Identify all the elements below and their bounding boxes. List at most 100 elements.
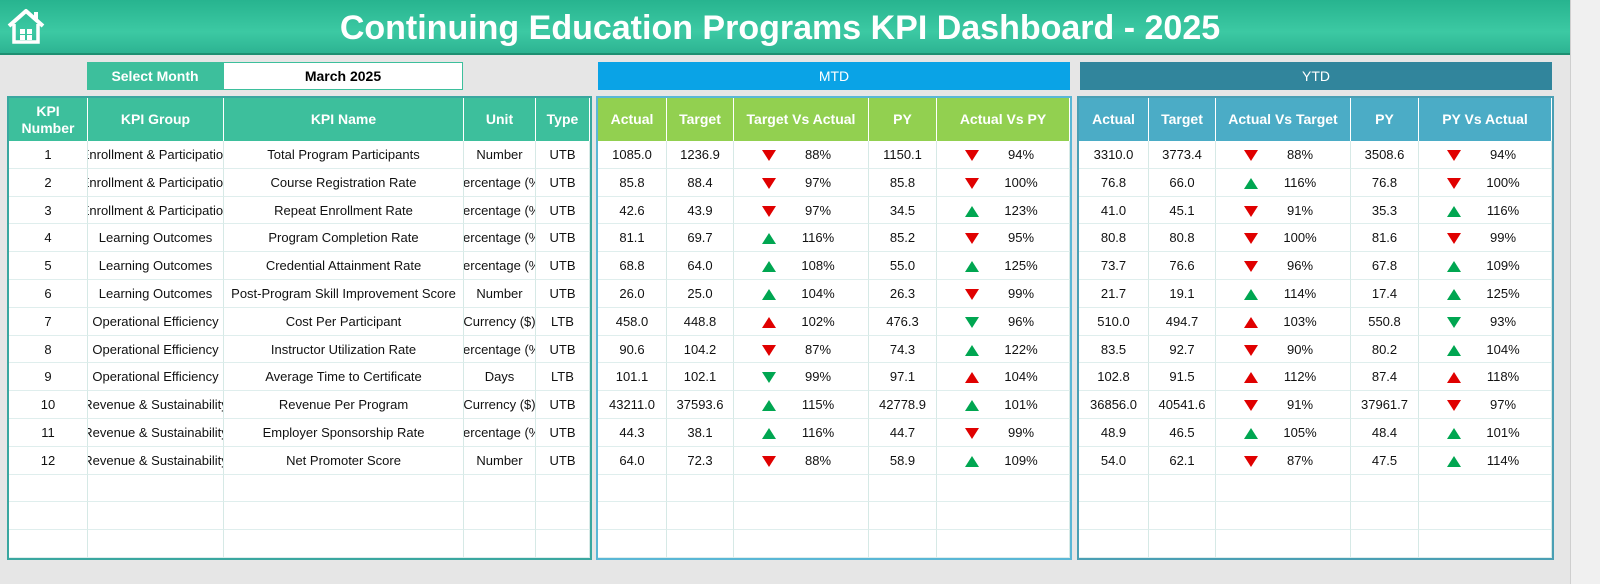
scrollbar[interactable] <box>1570 0 1600 584</box>
cell: 494.7 <box>1149 307 1216 336</box>
status-arrow <box>1244 344 1258 356</box>
percent-value: 94% <box>1489 147 1517 162</box>
empty-cell <box>9 502 88 531</box>
select-month-value[interactable]: March 2025 <box>223 62 463 90</box>
status-arrow <box>1447 261 1461 273</box>
cell: 76.6 <box>1149 252 1216 280</box>
empty-cell <box>937 530 1070 558</box>
percent-value: 87% <box>1286 452 1314 468</box>
cell: Percentage (%) <box>464 252 536 280</box>
cell: 85.8 <box>869 168 937 197</box>
cell: 37593.6 <box>667 391 734 419</box>
status-cell: 125% <box>1419 279 1552 308</box>
kpi-table: KPI Number KPI Group KPI Name Unit Type 1 Enro… <box>7 96 592 560</box>
cell: Operational Efficiency <box>88 307 224 336</box>
cell: 550.8 <box>1351 307 1419 336</box>
cell: 90.6 <box>598 335 667 364</box>
empty-cell <box>869 530 937 558</box>
status-arrow <box>1244 400 1258 412</box>
status-cell: 115% <box>734 391 869 419</box>
column-header: Target <box>667 98 734 141</box>
cell: Number <box>464 446 536 475</box>
percent-value: 100% <box>1283 230 1317 246</box>
column-header: Actual Vs PY <box>937 98 1070 141</box>
cell: 91.5 <box>1149 363 1216 392</box>
status-arrow <box>965 150 979 161</box>
table-row: 5 Learning Outcomes Credential Attainment … <box>9 252 590 280</box>
status-arrow <box>1244 261 1258 273</box>
empty-cell <box>1216 530 1351 558</box>
status-arrow <box>965 372 979 384</box>
status-arrow <box>762 372 776 384</box>
cell: 68.8 <box>598 252 667 280</box>
table-row: 26.0 25.0 104% 26.3 99% <box>598 279 1070 308</box>
percent-value: 87% <box>804 341 832 357</box>
cell: 66.0 <box>1149 168 1216 197</box>
status-arrow <box>1244 233 1258 245</box>
empty-row <box>9 474 590 503</box>
table-row: 80.8 80.8 100% 81.6 99% <box>1079 224 1552 253</box>
status-cell: 100% <box>937 168 1070 197</box>
cell: 58.9 <box>869 446 937 475</box>
empty-cell <box>937 474 1070 503</box>
cell: 38.1 <box>667 418 734 447</box>
cell: 4 <box>9 224 88 253</box>
empty-cell <box>1149 474 1216 503</box>
empty-cell <box>869 502 937 531</box>
home-icon[interactable] <box>6 7 46 45</box>
cell: 5 <box>9 252 88 280</box>
empty-cell <box>1216 502 1351 531</box>
cell: UTB <box>536 168 590 197</box>
cell: UTB <box>536 335 590 364</box>
empty-cell <box>536 530 590 558</box>
cell: Credential Attainment Rate <box>224 252 464 280</box>
cell: 101.1 <box>598 363 667 392</box>
cell: Number <box>464 141 536 169</box>
cell: 26.0 <box>598 279 667 308</box>
cell: 76.8 <box>1079 168 1149 197</box>
percent-value: 109% <box>1004 452 1038 468</box>
mtd-banner: MTD <box>598 62 1070 90</box>
status-arrow <box>1447 288 1461 300</box>
status-cell: 101% <box>1419 418 1552 447</box>
table-row: 1 Enrollment & Participation Total Program… <box>9 141 590 169</box>
percent-value: 104% <box>801 285 835 301</box>
status-arrow <box>762 316 776 328</box>
column-header: Unit <box>464 98 536 141</box>
status-arrow <box>1447 205 1461 217</box>
column-header: PY Vs Actual <box>1419 98 1552 141</box>
percent-value: 116% <box>1486 202 1520 218</box>
status-cell: 97% <box>1419 391 1552 419</box>
cell: 92.7 <box>1149 335 1216 364</box>
cell: 2 <box>9 168 88 197</box>
cell: Employer Sponsorship Rate <box>224 418 464 447</box>
cell: LTB <box>536 363 590 392</box>
empty-cell <box>9 530 88 558</box>
ytd-banner: YTD <box>1080 62 1552 90</box>
cell: 97.1 <box>869 363 937 392</box>
cell: Revenue & Sustainability <box>88 418 224 447</box>
status-cell: 100% <box>1419 168 1552 197</box>
cell: UTB <box>536 224 590 253</box>
percent-value: 116% <box>1283 174 1317 190</box>
table-row: 9 Operational Efficiency Average Time to C… <box>9 363 590 392</box>
status-cell: 87% <box>1216 446 1351 475</box>
cell: 43211.0 <box>598 391 667 419</box>
column-header: Actual <box>1079 98 1149 141</box>
title-bar: Continuing Education Programs KPI Dashbo… <box>0 0 1570 55</box>
dashboard-title: Continuing Education Programs KPI Dashbo… <box>339 9 1221 47</box>
cell: 448.8 <box>667 307 734 336</box>
column-header: KPI Number <box>9 98 88 141</box>
column-header: Target <box>1149 98 1216 141</box>
empty-cell <box>869 474 937 503</box>
percent-value: 97% <box>1489 397 1517 413</box>
status-arrow <box>762 177 776 189</box>
status-cell: 97% <box>734 196 869 225</box>
cell: 40541.6 <box>1149 391 1216 419</box>
empty-cell <box>536 474 590 503</box>
status-arrow <box>1447 455 1461 467</box>
cell: 42778.9 <box>869 391 937 419</box>
cell: 3508.6 <box>1351 141 1419 169</box>
cell: 35.3 <box>1351 196 1419 225</box>
